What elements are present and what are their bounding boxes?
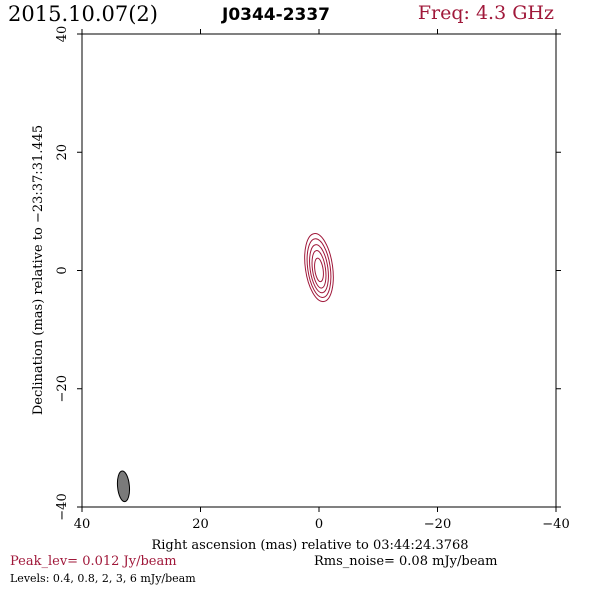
axis-tick-labels: 40 20 0 −20 −40 −40 −20 0 20 40 [55, 26, 570, 532]
y-tick-label: 40 [55, 26, 70, 43]
restoring-beam [116, 470, 131, 503]
contour-lines [304, 233, 334, 303]
y-tick-label: −20 [55, 375, 70, 402]
contour-level [311, 250, 327, 289]
x-tick-label: 20 [192, 517, 209, 532]
contour-level [304, 233, 334, 303]
epoch-date: 2015.10.07(2) [8, 2, 158, 26]
contour-level [314, 257, 324, 283]
y-tick-label: −40 [55, 493, 70, 520]
frequency-label: Freq: 4.3 GHz [417, 2, 554, 24]
axis-ticks [77, 29, 561, 512]
x-tick-label: −40 [542, 517, 569, 532]
peak-level: Peak_lev= 0.012 Jy/beam [10, 554, 177, 569]
plot-frame [81, 33, 557, 508]
source-name: J0344-2337 [222, 5, 331, 25]
contour-levels: Levels: 0.4, 0.8, 2, 3, 6 mJy/beam [10, 572, 196, 585]
contour-level [306, 238, 332, 298]
contour-level [309, 244, 329, 294]
rms-noise: Rms_noise= 0.08 mJy/beam [314, 554, 498, 569]
y-tick-label: 0 [55, 266, 70, 274]
y-tick-label: 20 [55, 144, 70, 161]
x-tick-label: 0 [315, 517, 323, 532]
x-tick-label: −20 [424, 517, 451, 532]
y-axis-label: Declination (mas) relative to −23:37:31.… [31, 125, 46, 415]
beam-ellipse [116, 470, 131, 503]
x-axis-label: Right ascension (mas) relative to 03:44:… [151, 538, 468, 553]
x-tick-label: 40 [74, 517, 91, 532]
